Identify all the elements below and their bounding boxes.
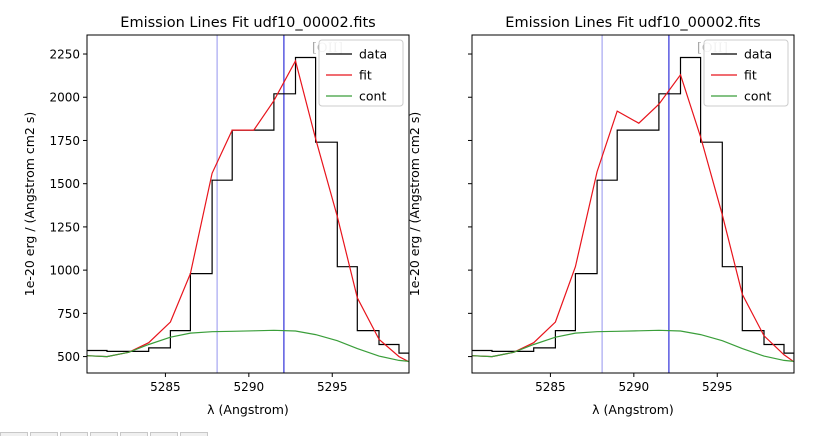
plot-area (472, 35, 794, 373)
forward-button[interactable] (60, 432, 88, 436)
legend-label-fit: fit (359, 68, 372, 83)
zoom-button[interactable] (120, 432, 148, 436)
x-axis-label: λ (Angstrom) (592, 402, 674, 417)
legend: data fit cont (703, 39, 789, 107)
plot-area (87, 35, 409, 373)
legend-box (703, 39, 789, 107)
axes-frame (86, 34, 410, 374)
chart-title: Emission Lines Fit udf10_00002.fits (505, 15, 760, 31)
chart-title: Emission Lines Fit udf10_00002.fits (120, 15, 375, 31)
back-button[interactable] (30, 432, 58, 436)
chart-panel-1: Emission Lines Fit udf10_00002.fits[OII]… (22, 15, 410, 417)
series-cont-line (87, 329, 409, 362)
figure-canvas: Emission Lines Fit udf10_00002.fits[OII]… (22, 15, 795, 417)
series-data-line (472, 56, 794, 360)
legend-label-data: data (744, 47, 772, 62)
legend-label-fit: fit (744, 68, 757, 83)
chart-panel-2: Emission Lines Fit udf10_00002.fits[OII]… (407, 15, 795, 417)
legend: data fit cont (318, 39, 404, 107)
x-tick-label: 5295 (702, 380, 733, 394)
legend-label-cont: cont (744, 89, 771, 104)
configure-button[interactable] (150, 432, 178, 436)
x-tick-label: 5285 (535, 380, 566, 394)
x-axis-label: λ (Angstrom) (207, 402, 289, 417)
y-tick-label: 2250 (49, 48, 80, 62)
legend-box (318, 39, 404, 107)
y-axis-label: 1e-20 erg / (Angstrom cm2 s) (407, 112, 422, 296)
y-axis-label: 1e-20 erg / (Angstrom cm2 s) (22, 112, 37, 296)
series-fit-line (472, 73, 794, 363)
legend-label-data: data (359, 47, 387, 62)
axes-frame (471, 34, 795, 374)
matplotlib-toolbar[interactable] (0, 421, 210, 436)
save-button[interactable] (180, 432, 208, 436)
series-fit-line (87, 59, 409, 363)
y-tick-label: 500 (57, 350, 80, 364)
y-tick-label: 1750 (49, 134, 80, 148)
y-tick-label: 1500 (49, 177, 80, 191)
y-tick-label: 2000 (49, 91, 80, 105)
y-tick-label: 1250 (49, 220, 80, 234)
series-data-line (87, 56, 409, 360)
x-tick-label: 5285 (150, 380, 181, 394)
pan-button[interactable] (90, 432, 118, 436)
series-cont-line (472, 329, 794, 362)
y-tick-label: 1000 (49, 264, 80, 278)
x-tick-label: 5290 (619, 380, 650, 394)
y-tick-label: 750 (57, 307, 80, 321)
x-tick-label: 5290 (234, 380, 265, 394)
home-button[interactable] (0, 432, 28, 436)
x-tick-label: 5295 (317, 380, 348, 394)
legend-label-cont: cont (359, 89, 386, 104)
